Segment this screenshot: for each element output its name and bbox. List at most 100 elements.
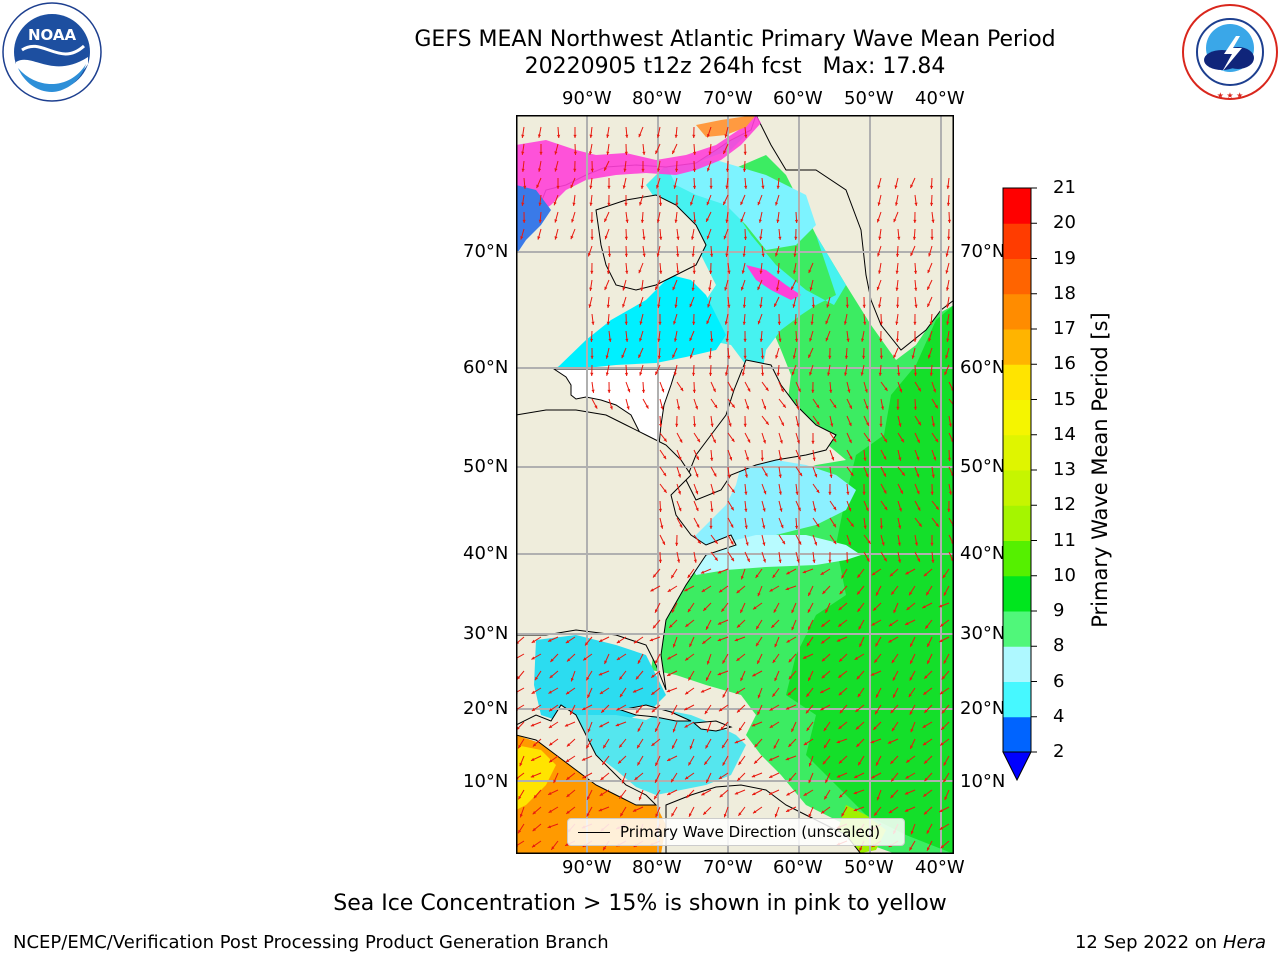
- wave-direction-arrowhead: [876, 286, 880, 291]
- wave-direction-arrowhead: [667, 758, 671, 761]
- wave-direction-arrowhead: [771, 624, 775, 628]
- wave-direction-arrowhead: [692, 134, 696, 138]
- colorbar-segment: [1003, 505, 1031, 541]
- wave-direction-arrowhead: [685, 776, 689, 780]
- wave-direction-arrowhead: [890, 794, 894, 799]
- wave-direction-arrowhead: [946, 338, 950, 342]
- wave-direction-arrowhead: [947, 236, 951, 240]
- wave-direction-arrowhead: [787, 692, 792, 696]
- wave-direction-arrowhead: [774, 303, 777, 307]
- wave-direction-arrowhead: [549, 742, 553, 746]
- wave-direction-arrowhead: [564, 723, 569, 727]
- lat-label-left-30n: 30°N: [463, 623, 509, 644]
- wave-direction-arrowhead: [924, 777, 928, 782]
- wave-direction-arrowhead: [930, 185, 934, 189]
- wave-direction-arrowhead: [895, 321, 899, 325]
- wave-direction-arrowhead: [553, 779, 557, 784]
- greenland-land: [755, 115, 954, 351]
- wave-direction-arrowhead: [802, 570, 807, 574]
- wave-direction-arrowhead: [876, 762, 879, 766]
- wave-direction-arrowhead: [624, 253, 628, 257]
- wave-direction-arrowhead: [757, 320, 761, 325]
- wave-direction-arrowhead: [848, 422, 852, 427]
- wave-direction-arrowhead: [639, 338, 643, 342]
- wave-direction-arrowhead: [645, 405, 649, 409]
- wave-direction-arrowhead: [893, 354, 897, 359]
- wave-direction-arrowhead: [655, 762, 659, 766]
- wave-direction-arrowhead: [706, 626, 709, 630]
- wave-direction-arrowhead: [622, 287, 626, 291]
- wave-direction-arrowhead: [667, 656, 671, 660]
- wave-direction-arrowhead: [607, 253, 612, 257]
- wave-direction-arrowhead: [740, 575, 744, 580]
- wave-direction-arrowhead: [763, 490, 767, 495]
- wave-direction-arrowhead: [570, 677, 574, 682]
- wave-direction-arrowhead: [677, 406, 681, 410]
- wave-direction-arrowhead: [619, 795, 623, 799]
- wave-direction-arrowhead: [791, 626, 795, 631]
- labrador-sea-cyan: [554, 165, 846, 380]
- wave-direction-arrowhead: [743, 355, 747, 359]
- wave-direction-arrowhead: [890, 760, 894, 764]
- lat-label-right-30n: 30°N: [960, 623, 1006, 644]
- wave-direction-arrowhead: [927, 286, 931, 290]
- wave-direction-arrowhead: [793, 321, 798, 325]
- wave-direction-arrowhead: [730, 541, 734, 545]
- wave-direction-arrowhead: [760, 355, 765, 359]
- wave-direction-arrowhead: [891, 727, 895, 732]
- wave-direction-arrowhead: [572, 202, 576, 206]
- colorbar-tick-label: 12: [1053, 494, 1076, 516]
- wave-direction-arrowhead: [865, 507, 869, 512]
- wave-direction-arrowhead: [888, 639, 892, 643]
- wave-direction-arrowhead: [914, 287, 918, 291]
- map-legend: Primary Wave Direction (unscaled): [567, 818, 905, 846]
- wave-direction-arrowhead: [606, 270, 610, 274]
- wave-direction-arrowhead: [635, 676, 640, 680]
- wave-direction-arrowhead: [762, 525, 766, 529]
- wave-direction-arrowhead: [710, 423, 714, 427]
- wave-direction-arrowhead: [590, 355, 594, 359]
- wave-direction-arrowhead: [930, 202, 934, 206]
- wave-direction-arrowhead: [743, 338, 747, 342]
- wave-direction-arrowhead: [917, 421, 921, 426]
- wave-direction-arrowhead: [736, 589, 740, 594]
- wave-direction-arrowhead: [707, 134, 710, 138]
- wave-direction-arrowhead: [747, 439, 751, 443]
- wave-direction-arrowhead: [673, 185, 677, 189]
- wave-direction-arrowhead: [892, 677, 896, 681]
- wave-direction-arrowhead: [625, 270, 629, 274]
- wave-direction-arrowhead: [941, 726, 945, 730]
- wave-direction-arrowhead: [793, 270, 797, 274]
- colorbar-segment: [1003, 223, 1031, 259]
- wave-direction-arrowhead: [639, 372, 643, 376]
- wave-direction-arrowhead: [638, 133, 642, 138]
- colorbar-tick-label: 6: [1053, 670, 1065, 692]
- wave-direction-arrowhead: [672, 150, 676, 154]
- colorbar: [1000, 185, 1060, 785]
- wave-direction-arrowhead: [532, 743, 537, 747]
- wave-direction-arrowhead: [938, 604, 943, 608]
- wave-direction-arrowhead: [727, 355, 731, 359]
- wave-direction-arrowhead: [825, 609, 829, 613]
- wave-direction-arrowhead: [587, 252, 591, 257]
- wave-direction-arrowhead: [897, 559, 902, 563]
- wave-direction-arrowhead: [624, 202, 628, 206]
- wave-direction-arrowhead: [590, 236, 594, 240]
- wave-direction-arrowhead: [537, 134, 541, 138]
- wave-direction-arrowhead: [754, 760, 758, 764]
- wave-direction-arrowhead: [779, 508, 783, 512]
- lat-label-right-70n: 70°N: [960, 241, 1006, 262]
- footer-producer: NCEP/EMC/Verification Post Processing Pr…: [13, 932, 609, 953]
- wave-direction-arrowhead: [772, 693, 776, 697]
- wave-direction-arrowhead: [603, 744, 607, 749]
- colorbar-segment: [1003, 434, 1031, 471]
- wave-direction-arrowhead: [944, 371, 948, 376]
- wave-direction-arrowhead: [756, 642, 760, 647]
- wave-direction-arrowhead: [782, 404, 786, 408]
- wave-direction-arrowhead: [565, 640, 570, 644]
- wave-direction-arrowhead: [808, 762, 812, 767]
- wave-direction-arrowhead: [549, 708, 553, 712]
- wave-direction-arrowhead: [795, 525, 799, 529]
- wave-direction-arrowhead: [878, 270, 882, 274]
- wave-direction-arrowhead: [688, 762, 692, 766]
